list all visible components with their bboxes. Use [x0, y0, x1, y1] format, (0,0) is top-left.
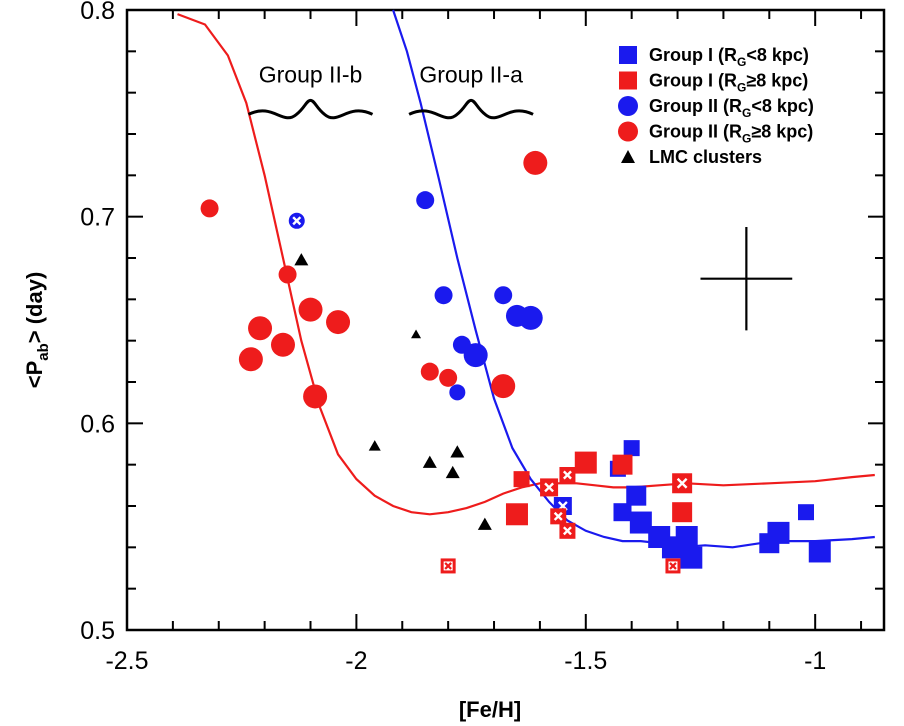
- triangle-marker: [294, 253, 309, 266]
- circle-marker: [518, 305, 543, 330]
- white-cross-mark: [562, 470, 572, 480]
- circle-marker: [449, 384, 466, 401]
- annotations: Group II-b Group II-a: [247, 61, 534, 120]
- triangle-marker: [477, 517, 492, 530]
- circle-marker: [298, 297, 323, 322]
- circle-marker: [248, 316, 273, 341]
- circle-marker: [416, 191, 435, 210]
- circle-marker: [420, 362, 439, 381]
- square-marker: [672, 502, 693, 523]
- legend-square-marker: [619, 46, 637, 64]
- square-marker: [675, 526, 698, 548]
- legend-label: Group I (RG≥8 kpc): [649, 71, 808, 95]
- legend-square-marker: [619, 71, 637, 90]
- cross-mark: [669, 562, 677, 570]
- y-axis-title-main: <P: [22, 361, 47, 389]
- x-tick-label: -2.5: [105, 647, 148, 675]
- legend-label: Group II (RG≥8 kpc): [649, 122, 813, 146]
- legend-circle-marker: [618, 121, 638, 142]
- group-label: Group II-a: [419, 61, 523, 87]
- square-marker: [612, 454, 633, 475]
- group-brace: [247, 98, 374, 120]
- legend-label: Group II (RG<8 kpc): [649, 96, 814, 120]
- circle-marker: [303, 384, 328, 409]
- square-marker: [680, 546, 703, 569]
- circle-marker: [326, 310, 351, 335]
- white-cross-mark: [562, 526, 572, 536]
- square-marker: [613, 503, 632, 522]
- data-points: [200, 150, 831, 574]
- triangle-marker: [445, 465, 460, 479]
- legend-triangle-marker: [621, 150, 635, 163]
- y-tick-label: 0.5: [80, 617, 115, 645]
- y-tick-label: 0.6: [80, 410, 115, 438]
- square-marker: [798, 504, 815, 521]
- y-tick-label: 0.8: [80, 0, 115, 25]
- legend: Group I (RG<8 kpc)Group I (RG≥8 kpc)Grou…: [618, 45, 814, 167]
- x-tick-label: -2: [345, 647, 367, 675]
- y-axis-title: <Pab> (day): [22, 272, 52, 389]
- square-marker: [626, 485, 647, 506]
- circle-marker: [523, 150, 548, 175]
- triangle-marker: [368, 440, 381, 451]
- white-cross-mark: [676, 477, 688, 489]
- circle-marker: [439, 368, 458, 387]
- x-axis-title: [Fe/H]: [459, 697, 521, 722]
- circle-marker: [200, 199, 219, 218]
- legend-label: LMC clusters: [649, 147, 762, 167]
- circle-marker: [491, 374, 516, 399]
- group-brace: [408, 98, 534, 120]
- circle-marker: [238, 347, 263, 372]
- axes: -2.5 -2 -1.5 -1 0.5 0.6 0.7 0.8: [80, 0, 886, 675]
- white-cross-mark: [553, 511, 563, 521]
- y-tick-label: 0.7: [80, 204, 115, 232]
- square-marker: [623, 440, 640, 457]
- circle-marker: [494, 286, 513, 305]
- fit-curve: [392, 9, 875, 549]
- error-bar: [700, 227, 793, 331]
- square-marker: [629, 511, 652, 534]
- x-tick-label: -1: [804, 647, 826, 675]
- circle-marker: [434, 286, 453, 305]
- white-cross-mark: [544, 482, 554, 493]
- circle-marker: [270, 332, 295, 357]
- x-tick-label: -1.5: [564, 647, 607, 675]
- plot-frame: [125, 8, 886, 632]
- cross-mark: [444, 562, 452, 570]
- triangle-marker: [422, 455, 437, 468]
- square-marker: [505, 503, 528, 526]
- y-axis-title-sub: ab: [35, 343, 52, 361]
- y-axis-title-tail: > (day): [22, 272, 47, 344]
- square-marker: [808, 540, 831, 563]
- triangle-marker: [450, 445, 465, 458]
- white-cross-mark: [292, 216, 302, 226]
- circle-marker: [463, 343, 488, 368]
- square-marker: [767, 521, 790, 544]
- legend-circle-marker: [618, 96, 638, 116]
- square-marker: [574, 451, 597, 474]
- group-label: Group II-b: [259, 61, 363, 87]
- circle-marker: [278, 265, 297, 284]
- triangle-marker: [411, 329, 422, 339]
- legend-label: Group I (RG<8 kpc): [649, 45, 809, 69]
- square-marker: [513, 471, 530, 488]
